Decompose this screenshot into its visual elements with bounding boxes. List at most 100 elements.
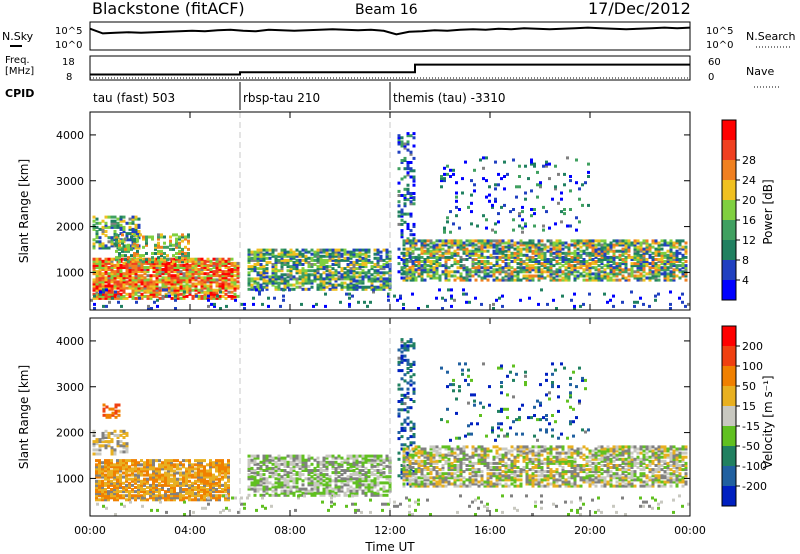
scatter-cell bbox=[465, 274, 469, 278]
scatter-cell bbox=[197, 261, 201, 265]
scatter-cell bbox=[209, 471, 212, 475]
scatter-cell bbox=[504, 258, 508, 261]
scatter-cell bbox=[140, 498, 143, 502]
scatter-cell bbox=[227, 274, 231, 278]
scatter-cell bbox=[212, 290, 216, 294]
scatter-cell bbox=[124, 258, 127, 262]
scatter-cell bbox=[465, 272, 469, 276]
scatter-cell bbox=[364, 275, 368, 279]
scatter-cell bbox=[349, 489, 353, 493]
scatter-cell bbox=[322, 487, 326, 491]
scatter-cell bbox=[340, 456, 344, 460]
scatter-cell bbox=[408, 268, 412, 272]
scatter-cell bbox=[188, 274, 192, 278]
scatter-cell bbox=[495, 243, 499, 247]
scatter-cell bbox=[218, 463, 221, 467]
scatter-cell bbox=[125, 433, 129, 437]
scatter-cell bbox=[140, 490, 143, 494]
scatter-cell bbox=[277, 485, 281, 489]
scatter-cell bbox=[185, 280, 189, 284]
scatter-cell bbox=[102, 409, 106, 413]
scatter-cell bbox=[364, 285, 368, 289]
scatter-cell bbox=[681, 266, 685, 270]
scatter-cell bbox=[630, 243, 634, 247]
scatter-cell bbox=[113, 492, 116, 496]
scatter-cell bbox=[414, 243, 418, 247]
scatter-cell bbox=[504, 253, 508, 257]
scatter-cell bbox=[497, 212, 500, 216]
scatter-cell bbox=[307, 287, 311, 291]
scatter-cell bbox=[230, 282, 234, 286]
scatter-cell bbox=[301, 462, 305, 466]
scatter-cell bbox=[230, 290, 234, 294]
scatter-cell bbox=[567, 260, 571, 263]
scatter-cell bbox=[250, 454, 254, 458]
scatter-cell bbox=[328, 271, 332, 275]
scatter-cell bbox=[459, 245, 463, 249]
scatter-cell bbox=[240, 302, 243, 306]
scatter-cell bbox=[268, 248, 272, 252]
scatter-cell bbox=[194, 259, 198, 263]
scatter-cell bbox=[459, 247, 463, 251]
scatter-cell bbox=[182, 276, 186, 280]
scatter-cell bbox=[173, 471, 176, 475]
scatter-cell bbox=[146, 463, 149, 467]
scatter-cell bbox=[119, 257, 123, 261]
scatter-cell bbox=[95, 486, 98, 489]
scatter-cell bbox=[684, 278, 688, 282]
scatter-cell bbox=[279, 304, 282, 308]
scatter-cell bbox=[594, 268, 598, 272]
scatter-cell bbox=[660, 247, 664, 251]
scatter-cell bbox=[98, 240, 102, 244]
scatter-cell bbox=[606, 272, 610, 276]
scatter-cell bbox=[328, 256, 332, 260]
scatter-cell bbox=[170, 257, 174, 261]
scatter-cell bbox=[128, 496, 131, 500]
scatter-cell bbox=[545, 164, 548, 168]
scatter-cell bbox=[313, 273, 317, 277]
scatter-cell bbox=[301, 469, 305, 472]
scatter-cell bbox=[370, 277, 374, 281]
scatter-cell bbox=[429, 260, 433, 263]
scatter-cell bbox=[458, 226, 461, 230]
scatter-cell bbox=[218, 471, 221, 475]
scatter-cell bbox=[172, 243, 175, 247]
scatter-cell bbox=[218, 479, 221, 483]
scatter-cell bbox=[498, 272, 502, 276]
scatter-cell bbox=[218, 278, 222, 282]
scatter-cell bbox=[603, 292, 606, 296]
scatter-cell bbox=[483, 264, 487, 268]
scatter-cell bbox=[387, 292, 390, 296]
scatter-cell bbox=[348, 296, 351, 300]
scatter-cell bbox=[678, 247, 682, 251]
scatter-cell bbox=[648, 262, 652, 266]
colorbar-swatch bbox=[722, 200, 736, 220]
scatter-cell bbox=[184, 235, 187, 239]
scatter-cell bbox=[540, 270, 544, 274]
scatter-cell bbox=[322, 475, 326, 479]
scatter-cell bbox=[173, 280, 177, 284]
scatter-cell bbox=[657, 278, 661, 282]
scatter-cell bbox=[576, 253, 580, 257]
scatter-cell bbox=[334, 248, 338, 252]
scatter-cell bbox=[197, 257, 201, 261]
scatter-cell bbox=[98, 284, 102, 288]
scatter-cell bbox=[200, 494, 203, 498]
scatter-cell bbox=[117, 294, 120, 298]
scatter-cell bbox=[468, 300, 471, 304]
scatter-cell bbox=[163, 235, 166, 239]
scatter-cell bbox=[528, 268, 532, 272]
scatter-cell bbox=[170, 473, 173, 477]
scatter-cell bbox=[256, 277, 260, 281]
scatter-cell bbox=[280, 477, 284, 481]
scatter-cell bbox=[444, 239, 448, 243]
scatter-cell bbox=[684, 264, 688, 268]
scatter-cell bbox=[388, 279, 392, 283]
scatter-cell bbox=[185, 481, 188, 485]
scatter-cell bbox=[450, 251, 454, 255]
scatter-cell bbox=[349, 287, 353, 291]
scatter-cell bbox=[465, 243, 469, 247]
scatter-cell bbox=[340, 485, 344, 489]
scatter-cell bbox=[102, 407, 106, 411]
scatter-cell bbox=[420, 241, 424, 245]
